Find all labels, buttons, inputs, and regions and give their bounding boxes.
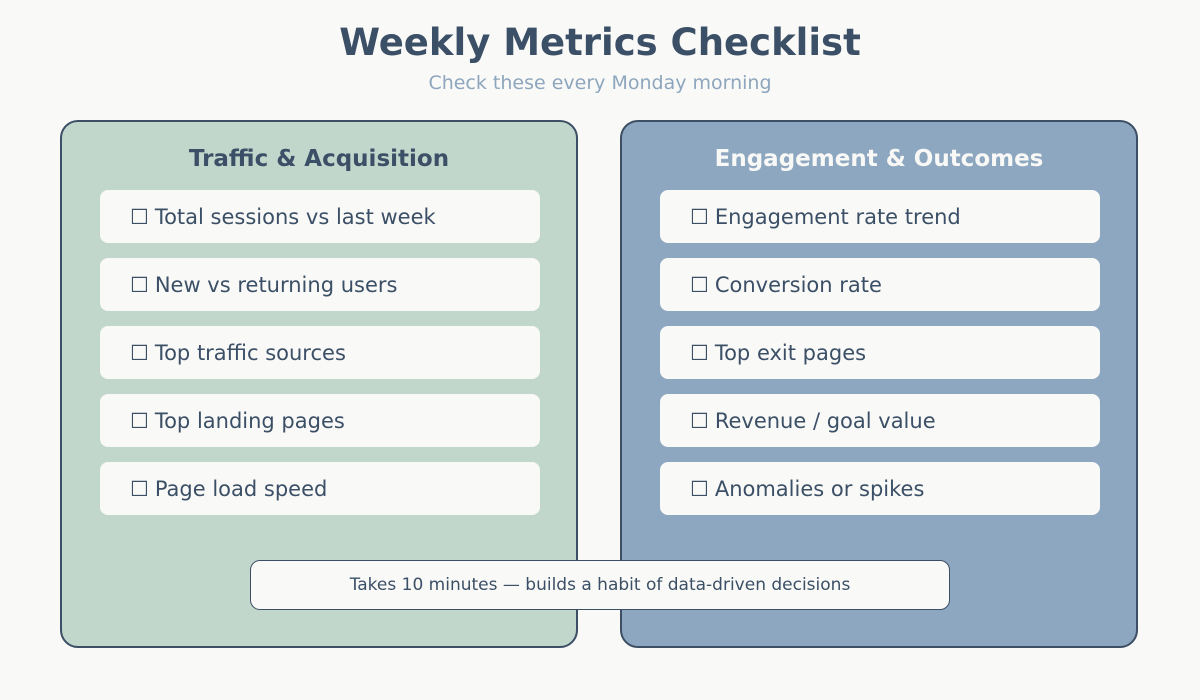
- panel-title: Engagement & Outcomes: [714, 146, 1044, 172]
- checklist-item[interactable]: ☐ Conversion rate: [660, 258, 1100, 311]
- checklist-item[interactable]: ☐ Top landing pages: [100, 394, 540, 447]
- checkbox-icon[interactable]: ☐: [690, 272, 709, 297]
- checklist-item-label: Conversion rate: [714, 272, 882, 297]
- page-title: Weekly Metrics Checklist: [339, 21, 861, 64]
- checklist-item-label: Anomalies or spikes: [714, 476, 925, 501]
- checklist-item[interactable]: ☐ Top traffic sources: [100, 326, 540, 379]
- checkbox-icon[interactable]: ☐: [690, 340, 709, 365]
- checklist-item-label: Engagement rate trend: [714, 204, 961, 229]
- checkbox-icon[interactable]: ☐: [130, 340, 149, 365]
- checklist-item[interactable]: ☐ Total sessions vs last week: [100, 190, 540, 243]
- checklist-item[interactable]: ☐ Page load speed: [100, 462, 540, 515]
- checklist-item-label: Top traffic sources: [154, 340, 346, 365]
- page-subtitle: Check these every Monday morning: [428, 72, 772, 94]
- checklist-item[interactable]: ☐ New vs returning users: [100, 258, 540, 311]
- checkbox-icon[interactable]: ☐: [130, 204, 149, 229]
- traffic-acquisition-panel: Traffic & Acquisition ☐ Total sessions v…: [60, 120, 578, 648]
- checkbox-icon[interactable]: ☐: [130, 408, 149, 433]
- checkbox-icon[interactable]: ☐: [690, 204, 709, 229]
- checklist-item-label: Top landing pages: [154, 408, 345, 433]
- checkbox-icon[interactable]: ☐: [690, 476, 709, 501]
- checklist-item[interactable]: ☐ Revenue / goal value: [660, 394, 1100, 447]
- checklist-item-label: Top exit pages: [714, 340, 867, 365]
- checklist-item-label: Revenue / goal value: [714, 408, 936, 433]
- checklist-item[interactable]: ☐ Top exit pages: [660, 326, 1100, 379]
- checkbox-icon[interactable]: ☐: [130, 476, 149, 501]
- checkbox-icon[interactable]: ☐: [130, 272, 149, 297]
- panel-title: Traffic & Acquisition: [188, 146, 450, 172]
- footer-note: Takes 10 minutes — builds a habit of dat…: [250, 560, 950, 610]
- checklist-item-label: Total sessions vs last week: [154, 204, 436, 229]
- checkbox-icon[interactable]: ☐: [690, 408, 709, 433]
- checklist-item[interactable]: ☐ Anomalies or spikes: [660, 462, 1100, 515]
- checklist-item-label: New vs returning users: [154, 272, 398, 297]
- checklist-item[interactable]: ☐ Engagement rate trend: [660, 190, 1100, 243]
- checklist-item-label: Page load speed: [154, 476, 328, 501]
